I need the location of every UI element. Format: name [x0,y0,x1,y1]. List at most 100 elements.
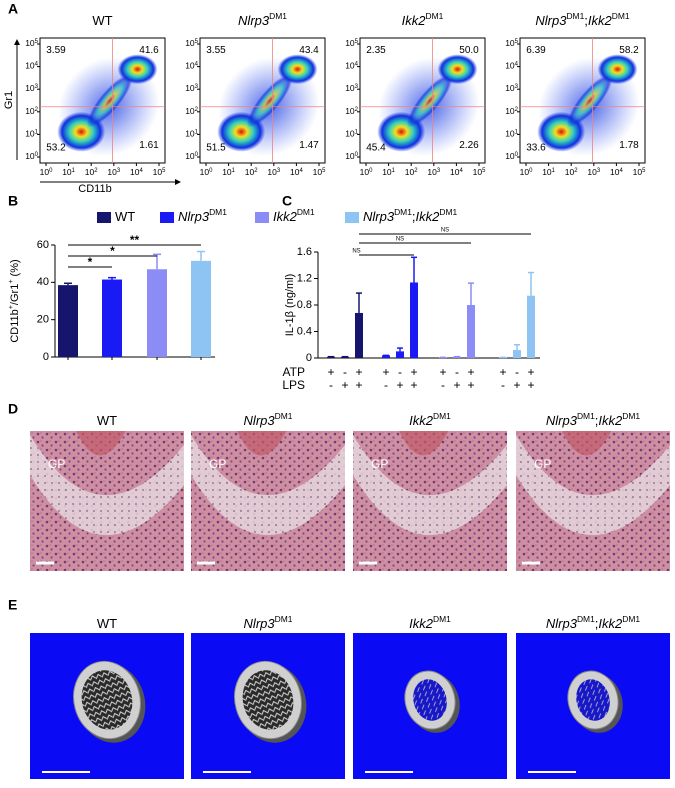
tick-exp: 5 [515,39,519,45]
tick-exp: 4 [515,61,519,67]
sig-label: NS [352,249,360,255]
y-tick-label: 102 [345,106,358,116]
tick-exp: 3 [35,84,39,90]
condition-sign: + [499,365,506,379]
flow-cluster [566,73,614,128]
legend-label: Ikk2DM1 [273,207,315,224]
tick-base: 10 [587,167,597,177]
tick-base: 10 [542,167,552,177]
label-part: Ikk2 [409,616,434,631]
label-part: DM1 [275,411,293,421]
x-tick-label: 100 [200,167,213,177]
x-tick-label: 100 [40,167,53,177]
tick-base: 10 [290,167,300,177]
y-tick-label: 104 [185,61,198,71]
quadrant-value: 33.6 [526,143,546,154]
condition-sign: + [439,365,446,379]
condition-sign: + [355,365,362,379]
quadrant-value: 58.2 [619,45,639,56]
tick-base: 10 [505,106,515,116]
tick-base: 10 [153,167,163,177]
flow-title: Nlrp3DM1;Ikk2DM1 [535,11,629,28]
y-tick-label: 1.2 [297,272,312,284]
panel-label: D [8,401,18,417]
tick-base: 10 [313,167,323,177]
x-tick-label: 103 [587,167,600,177]
legend-label: Nlrp3DM1;Ikk2DM1 [363,207,457,224]
condition-sign: + [410,378,417,392]
tick-base: 10 [185,151,195,161]
y-tick-label: 105 [185,38,198,48]
label-part: Nlrp3 [238,13,270,28]
tick-base: 10 [360,167,370,177]
tick-base: 10 [345,129,355,139]
tick-exp: 2 [574,168,578,174]
panel-label: B [8,193,18,209]
y-tick-label: 101 [25,129,38,139]
tick-exp: 5 [642,168,646,174]
legend-swatch [345,212,359,223]
flow-title: WT [92,13,112,28]
tick-exp: 1 [72,168,76,174]
label-part: Ikk2 [598,616,623,631]
growth-plate [191,435,345,536]
label-part: DM1 [622,411,640,421]
legend-swatch [97,212,111,223]
label-part: DM1 [433,411,451,421]
condition-sign: + [453,378,460,392]
y-tick-label: 60 [37,239,49,251]
tick-exp: 0 [369,168,373,174]
tick-exp: 3 [277,168,281,174]
condition-sign: + [410,365,417,379]
x-tick-label: 100 [360,167,373,177]
y-tick-label: 100 [505,151,518,161]
tick-exp: 1 [355,129,359,135]
tick-exp: 5 [482,168,486,174]
quadrant-value: 2.26 [459,140,479,151]
x-tick-label: 104 [450,167,463,177]
marrow-cavity [576,679,610,721]
tick-exp: 3 [195,84,199,90]
tick-base: 10 [505,38,515,48]
quadrant-value: 1.61 [139,140,159,151]
tick-base: 10 [473,167,483,177]
y-tick-label: 103 [25,83,38,93]
tick-base: 10 [345,151,355,161]
label-part: Ikk2 [598,413,623,428]
tick-base: 10 [520,167,530,177]
tick-exp: 2 [254,168,258,174]
bar [410,282,418,358]
image-title: WT [97,413,117,428]
tick-base: 10 [25,151,35,161]
y-tick-label: 0 [43,351,49,363]
image-title: Ikk2DM1 [409,411,451,428]
tick-base: 10 [245,167,255,177]
y-tick-label: 102 [25,106,38,116]
tick-base: 10 [345,61,355,71]
tick-base: 10 [565,167,575,177]
tick-exp: 2 [515,106,519,112]
panel-label: E [8,597,17,613]
label-part: WT [97,413,117,428]
tick-exp: 3 [355,84,359,90]
image-title: Ikk2DM1 [409,614,451,631]
sig-label: NS [396,237,404,243]
tick-exp: 4 [195,61,199,67]
y-tick-label: 101 [505,129,518,139]
y-tick-label: 100 [185,151,198,161]
tick-exp: 2 [414,168,418,174]
quadrant-value: 51.5 [206,143,226,154]
tick-base: 10 [185,83,195,93]
tick-exp: 1 [232,168,236,174]
tick-exp: 0 [35,152,39,158]
y-tick-label: 104 [345,61,358,71]
tick-exp: 5 [355,39,359,45]
sig-label: NS [441,228,449,234]
y-tick-label: 103 [185,83,198,93]
bar [382,355,390,358]
tick-exp: 1 [392,168,396,174]
tick-base: 10 [267,167,277,177]
marrow-cavity [81,670,133,730]
x-tick-label: 100 [520,167,533,177]
tick-exp: 3 [437,168,441,174]
